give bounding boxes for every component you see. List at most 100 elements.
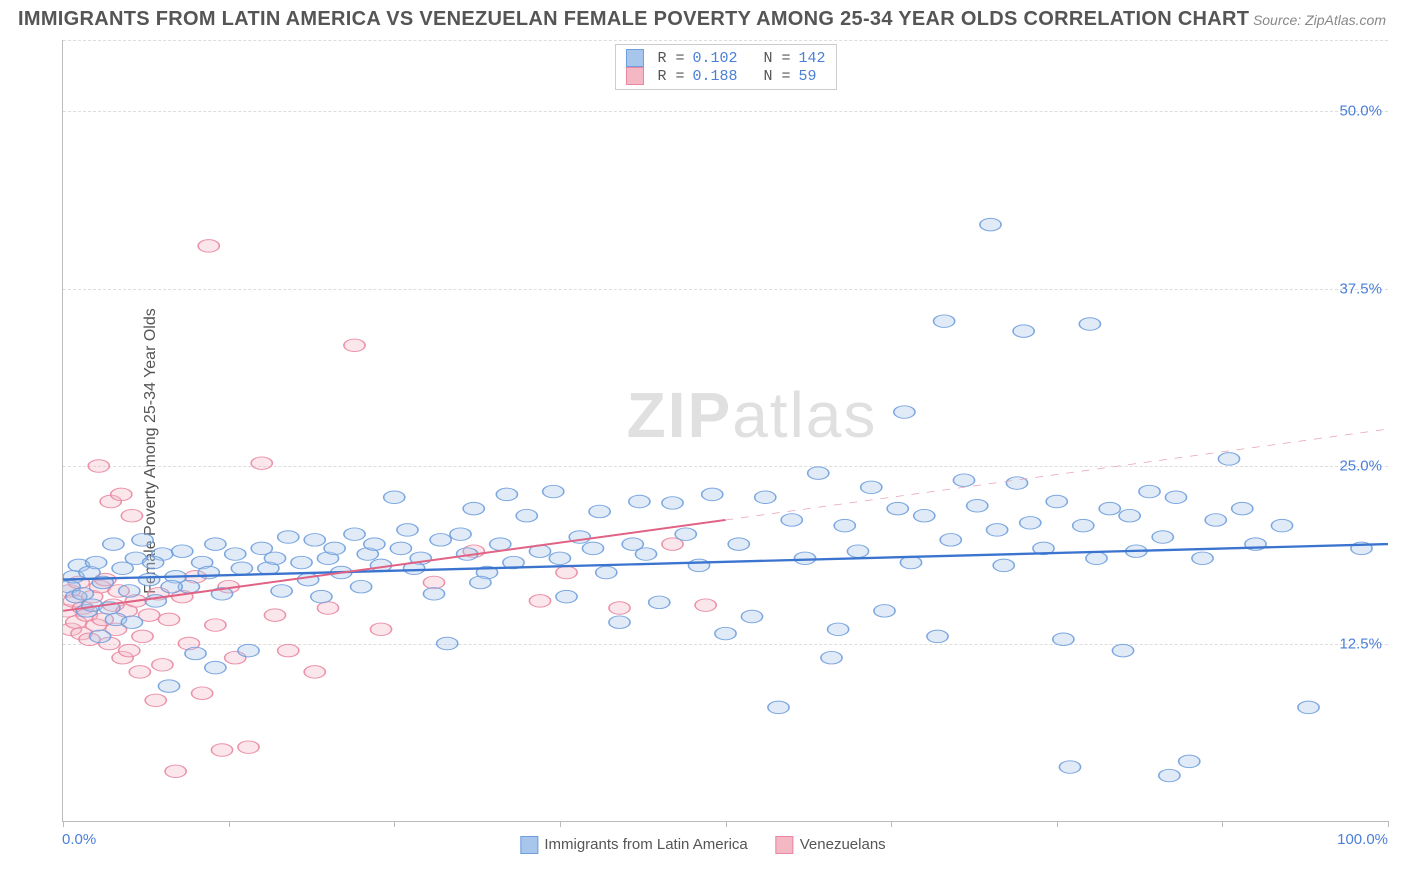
scatter-point (370, 623, 391, 635)
scatter-point (834, 519, 855, 531)
n-value-1: 142 (799, 50, 826, 67)
chart-title: IMMIGRANTS FROM LATIN AMERICA VS VENEZUE… (18, 8, 1249, 31)
scatter-point (172, 545, 193, 557)
scatter-point (311, 590, 332, 602)
scatter-point (1119, 509, 1140, 521)
scatter-point (662, 497, 683, 509)
scatter-point (1073, 519, 1094, 531)
scatter-point (72, 588, 93, 600)
scatter-point (211, 744, 232, 756)
scatter-point (516, 509, 537, 521)
scatter-point (198, 240, 219, 252)
scatter-point (450, 528, 471, 540)
legend-item-2: Venezuelans (776, 836, 886, 854)
n-label-2: N = (746, 68, 791, 85)
scatter-point (344, 528, 365, 540)
scatter-point (129, 666, 150, 678)
scatter-point (649, 596, 670, 608)
scatter-point (423, 588, 444, 600)
scatter-point (88, 460, 109, 472)
scatter-point (423, 576, 444, 588)
scatter-point (121, 509, 142, 521)
scatter-point (304, 666, 325, 678)
scatter-point (264, 609, 285, 621)
x-max-label: 100.0% (1337, 831, 1388, 848)
scatter-point (264, 552, 285, 564)
scatter-point (132, 534, 153, 546)
scatter-point (251, 457, 272, 469)
scatter-point (887, 502, 908, 514)
scatter-point (953, 474, 974, 486)
scatter-point (582, 542, 603, 554)
scatter-point (430, 534, 451, 546)
scatter-point (185, 647, 206, 659)
scatter-point (635, 548, 656, 560)
scatter-point (1179, 755, 1200, 767)
scatter-point (1152, 531, 1173, 543)
scatter-point (589, 505, 610, 517)
n-value-2: 59 (799, 68, 817, 85)
scatter-point (278, 531, 299, 543)
scatter-point (556, 566, 577, 578)
scatter-point (132, 630, 153, 642)
series-legend: Immigrants from Latin America Venezuelan… (520, 836, 885, 854)
scatter-point (397, 524, 418, 536)
scatter-point (86, 556, 107, 568)
scatter-point (728, 538, 749, 550)
scatter-point (828, 623, 849, 635)
scatter-point (490, 538, 511, 550)
chart-container: Female Poverty Among 25-34 Year Olds ZIP… (18, 40, 1388, 862)
scatter-point (111, 488, 132, 500)
scatter-point (861, 481, 882, 493)
n-label-1: N = (746, 50, 791, 67)
scatter-point (1020, 517, 1041, 529)
scatter-point (1192, 552, 1213, 564)
scatter-point (1139, 485, 1160, 497)
scatter-point (324, 542, 345, 554)
r-label-1: R = (657, 50, 684, 67)
scatter-point (715, 627, 736, 639)
scatter-point (496, 488, 517, 500)
scatter-point (225, 548, 246, 560)
scatter-point (192, 687, 213, 699)
scatter-point (390, 542, 411, 554)
scatter-point (139, 573, 160, 585)
scatter-point (1159, 769, 1180, 781)
scatter-point (629, 495, 650, 507)
scatter-point (304, 534, 325, 546)
scatter-point (119, 644, 140, 656)
correlation-legend: R = 0.102 N = 142 R = 0.188 N = 59 (614, 44, 836, 90)
scatter-point (291, 556, 312, 568)
scatter-point (596, 566, 617, 578)
legend-swatch-2-icon (776, 836, 794, 854)
legend-label-1: Immigrants from Latin America (544, 836, 747, 853)
scatter-point (384, 491, 405, 503)
scatter-point (119, 585, 140, 597)
scatter-point (231, 562, 252, 574)
scatter-point (993, 559, 1014, 571)
scatter-point (894, 406, 915, 418)
scatter-point (1086, 552, 1107, 564)
scatter-point (1205, 514, 1226, 526)
scatter-point (152, 659, 173, 671)
scatter-point (238, 644, 259, 656)
scatter-point (688, 559, 709, 571)
scatter-point (609, 602, 630, 614)
scatter-point (695, 599, 716, 611)
scatter-point (1079, 318, 1100, 330)
scatter-point (165, 765, 186, 777)
r-label-2: R = (657, 68, 684, 85)
scatter-point (1232, 502, 1253, 514)
scatter-point (808, 467, 829, 479)
scatter-point (317, 602, 338, 614)
scatter-point (529, 595, 550, 607)
scatter-point (145, 694, 166, 706)
scatter-point (278, 644, 299, 656)
scatter-point (158, 613, 179, 625)
scatter-point (755, 491, 776, 503)
r-value-2: 0.188 (692, 68, 737, 85)
scatter-point (121, 616, 142, 628)
scatter-point (847, 545, 868, 557)
scatter-point (794, 552, 815, 564)
scatter-point (874, 605, 895, 617)
